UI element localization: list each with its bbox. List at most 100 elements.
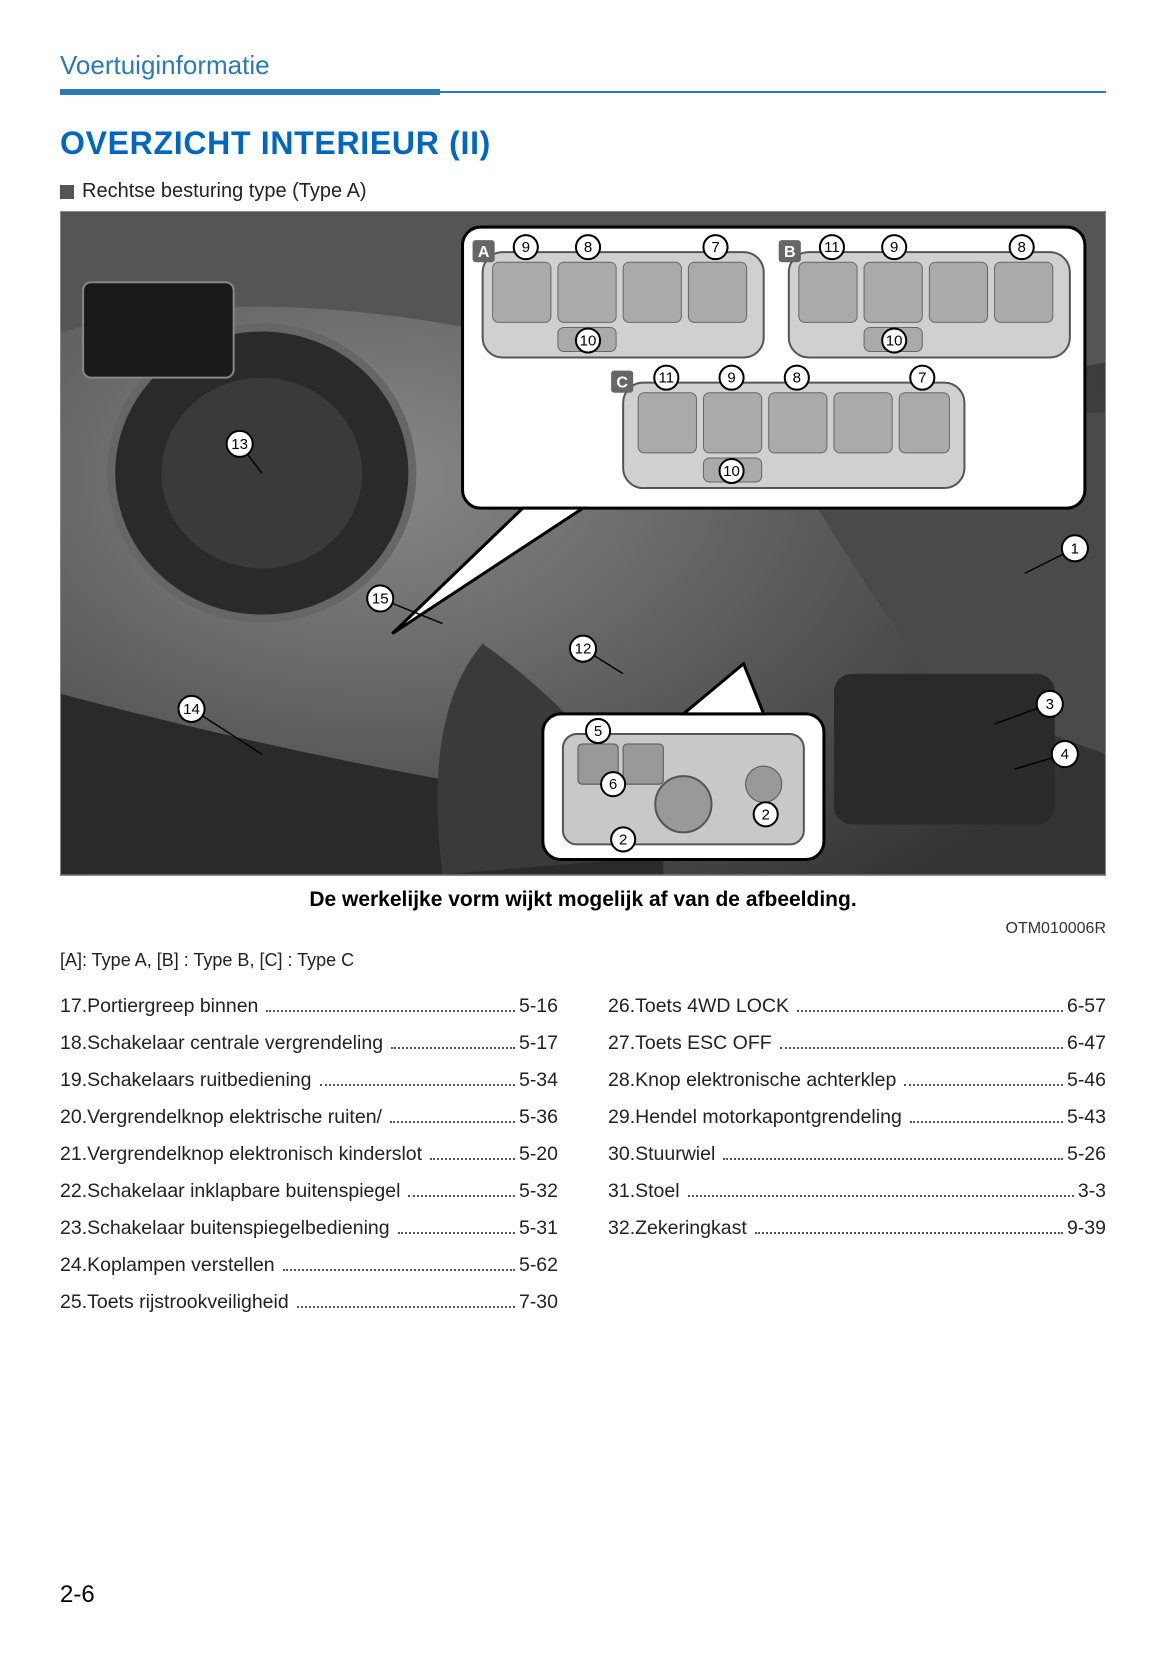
diagram-svg: A 9 8 7 10 B 11 <box>61 212 1105 875</box>
svg-text:3: 3 <box>1046 696 1054 713</box>
item-number: 24. <box>60 1254 87 1277</box>
index-item: 17. Portiergreep binnen 5-16 <box>60 995 558 1018</box>
leader-dots <box>430 1158 515 1160</box>
svg-text:11: 11 <box>824 239 840 256</box>
item-page: 5-32 <box>519 1180 558 1203</box>
index-item: 24. Koplampen verstellen5-62 <box>60 1254 558 1277</box>
svg-text:9: 9 <box>522 239 530 256</box>
index-item: 23. Schakelaar buitenspiegelbediening 5-3… <box>60 1217 558 1240</box>
leader-dots <box>398 1232 515 1234</box>
item-page: 5-46 <box>1067 1069 1106 1092</box>
svg-text:5: 5 <box>594 723 602 740</box>
item-page: 5-20 <box>519 1143 558 1166</box>
item-page: 5-36 <box>519 1106 558 1129</box>
item-page: 3-3 <box>1078 1180 1106 1203</box>
svg-text:13: 13 <box>231 436 248 453</box>
item-label: Toets ESC OFF <box>635 1032 776 1055</box>
index-item: 31. Stoel3-3 <box>608 1180 1106 1203</box>
item-number: 26. <box>608 995 635 1018</box>
svg-text:10: 10 <box>723 463 740 480</box>
svg-text:9: 9 <box>727 370 735 387</box>
item-page: 7-30 <box>519 1291 558 1314</box>
svg-text:4: 4 <box>1061 746 1069 763</box>
item-label: Stuurwiel <box>635 1143 719 1166</box>
svg-text:2: 2 <box>762 806 770 823</box>
svg-text:8: 8 <box>1017 239 1025 256</box>
leader-dots <box>266 1010 515 1012</box>
svg-text:12: 12 <box>575 641 592 658</box>
header-rule <box>60 89 1106 95</box>
item-number: 22. <box>60 1180 87 1203</box>
svg-text:6: 6 <box>609 776 617 793</box>
index-item: 18. Schakelaar centrale vergrendeling5-1… <box>60 1032 558 1055</box>
index-item: 28. Knop elektronische achterklep5-46 <box>608 1069 1106 1092</box>
svg-text:A: A <box>478 243 490 261</box>
index-item: 22. Schakelaar inklapbare buitenspiegel 5… <box>60 1180 558 1203</box>
index-item: 26. Toets 4WD LOCK6-57 <box>608 995 1106 1018</box>
index-column-left: 17. Portiergreep binnen 5-16 18. Schakelaa… <box>60 995 558 1328</box>
item-page: 9-39 <box>1067 1217 1106 1240</box>
item-label: Schakelaar inklapbare buitenspiegel <box>87 1180 404 1203</box>
item-label: Schakelaars ruitbediening <box>87 1069 315 1092</box>
svg-text:8: 8 <box>793 370 801 387</box>
item-page: 5-34 <box>519 1069 558 1092</box>
item-label: Koplampen verstellen <box>87 1254 279 1277</box>
index-item: 20. Vergrendelknop elektrische ruiten/5-… <box>60 1106 558 1129</box>
item-label: Toets rijstrookveiligheid <box>87 1291 293 1314</box>
svg-text:11: 11 <box>659 370 675 387</box>
leader-dots <box>297 1306 515 1308</box>
svg-text:7: 7 <box>711 239 719 256</box>
index-item: 21. Vergrendelknop elektronisch kindersl… <box>60 1143 558 1166</box>
svg-text:1: 1 <box>1071 540 1079 557</box>
item-number: 32. <box>608 1217 635 1240</box>
index-item: 25. Toets rijstrookveiligheid 7-30 <box>60 1291 558 1314</box>
item-page: 5-26 <box>1067 1143 1106 1166</box>
item-label: Portiergreep binnen <box>87 995 262 1018</box>
item-page: 6-57 <box>1067 995 1106 1018</box>
header-section: Voertuiginformatie <box>60 50 1106 95</box>
diagram-caption: De werkelijke vorm wijkt mogelijk af van… <box>60 888 1106 912</box>
item-number: 20. <box>60 1106 87 1129</box>
item-number: 23. <box>60 1217 87 1240</box>
leader-dots <box>755 1232 1063 1234</box>
leader-dots <box>391 1047 515 1049</box>
svg-text:C: C <box>616 374 628 392</box>
subtitle-text: Rechtse besturing type (Type A) <box>82 180 367 203</box>
item-label: Vergrendelknop elektronisch kinderslot <box>87 1143 426 1166</box>
leader-dots <box>283 1269 515 1271</box>
item-page: 5-31 <box>519 1217 558 1240</box>
index-item: 30. Stuurwiel 5-26 <box>608 1143 1106 1166</box>
item-number: 17. <box>60 995 87 1018</box>
svg-text:B: B <box>784 243 796 261</box>
svg-text:7: 7 <box>918 370 926 387</box>
svg-text:2: 2 <box>619 831 627 848</box>
svg-text:9: 9 <box>890 239 898 256</box>
item-number: 19. <box>60 1069 87 1092</box>
item-label: Zekeringkast <box>635 1217 751 1240</box>
leader-dots <box>910 1121 1063 1123</box>
page-title: OVERZICHT INTERIEUR (II) <box>60 125 1106 162</box>
leader-dots <box>780 1047 1063 1049</box>
item-number: 30. <box>608 1143 635 1166</box>
item-label: Stoel <box>635 1180 683 1203</box>
leader-dots <box>797 1010 1063 1012</box>
item-label: Schakelaar buitenspiegelbediening <box>87 1217 393 1240</box>
bullet-square-icon <box>60 185 74 199</box>
item-label: Schakelaar centrale vergrendeling <box>87 1032 387 1055</box>
item-number: 18. <box>60 1032 87 1055</box>
svg-text:10: 10 <box>886 333 903 350</box>
leader-dots <box>390 1121 515 1123</box>
item-label: Hendel motorkapontgrendeling <box>635 1106 906 1129</box>
item-number: 25. <box>60 1291 87 1314</box>
svg-text:8: 8 <box>584 239 592 256</box>
svg-text:14: 14 <box>183 701 200 718</box>
subtitle-row: Rechtse besturing type (Type A) <box>60 180 1106 203</box>
index-column-right: 26. Toets 4WD LOCK6-5727. Toets ESC OFF6… <box>608 995 1106 1328</box>
item-page: 5-16 <box>519 995 558 1018</box>
leader-dots <box>723 1158 1063 1160</box>
index-item: 29. Hendel motorkapontgrendeling5-43 <box>608 1106 1106 1129</box>
leader-dots <box>408 1195 515 1197</box>
item-label: Knop elektronische achterklep <box>635 1069 900 1092</box>
interior-diagram: A 9 8 7 10 B 11 <box>60 211 1106 876</box>
item-number: 29. <box>608 1106 635 1129</box>
